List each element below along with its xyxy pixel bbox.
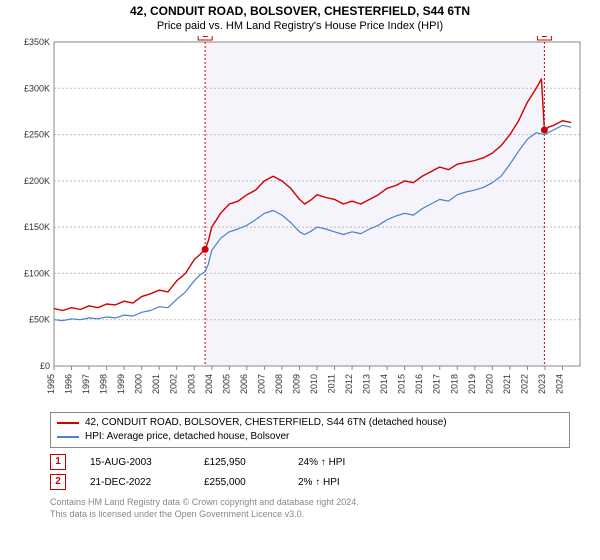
svg-text:£250K: £250K — [24, 130, 50, 140]
svg-text:2: 2 — [542, 36, 548, 40]
svg-text:2009: 2009 — [291, 374, 301, 394]
svg-text:2004: 2004 — [204, 374, 214, 394]
svg-text:2008: 2008 — [274, 374, 284, 394]
svg-text:2011: 2011 — [327, 374, 337, 393]
svg-text:2017: 2017 — [432, 374, 442, 394]
legend-label: HPI: Average price, detached house, Bols… — [85, 430, 289, 444]
marker-hpi: 24% ↑ HPI — [298, 457, 378, 468]
svg-text:2024: 2024 — [554, 374, 564, 394]
svg-text:£0: £0 — [40, 361, 50, 371]
svg-text:£200K: £200K — [24, 176, 50, 186]
svg-text:£350K: £350K — [24, 37, 50, 47]
svg-text:£50K: £50K — [29, 315, 50, 325]
svg-text:2006: 2006 — [239, 374, 249, 394]
svg-text:2005: 2005 — [221, 374, 231, 394]
svg-text:1998: 1998 — [99, 374, 109, 394]
legend-item: HPI: Average price, detached house, Bols… — [57, 430, 563, 444]
marker-date: 21-DEC-2022 — [90, 477, 180, 488]
svg-text:2016: 2016 — [414, 374, 424, 394]
license-line: This data is licensed under the Open Gov… — [50, 508, 570, 520]
svg-text:1996: 1996 — [64, 374, 74, 394]
svg-text:2013: 2013 — [362, 374, 372, 394]
marker-badge: 2 — [50, 474, 66, 490]
marker-price: £255,000 — [204, 477, 274, 488]
marker-table: 1 15-AUG-2003 £125,950 24% ↑ HPI 2 21-DEC-202… — [50, 452, 570, 492]
svg-text:2015: 2015 — [397, 374, 407, 394]
svg-text:1999: 1999 — [116, 374, 126, 394]
svg-text:1: 1 — [202, 36, 208, 40]
chart-title: 42, CONDUIT ROAD, BOLSOVER, CHESTERFIELD… — [0, 0, 600, 18]
svg-text:2000: 2000 — [134, 374, 144, 394]
marker-badge: 1 — [50, 454, 66, 470]
license-text: Contains HM Land Registry data © Crown c… — [50, 496, 570, 520]
legend-item: 42, CONDUIT ROAD, BOLSOVER, CHESTERFIELD… — [57, 416, 563, 430]
marker-price: £125,950 — [204, 457, 274, 468]
svg-text:1997: 1997 — [81, 374, 91, 394]
chart-area: £0 £50K £100K £150K £200K £250K £300K £350K 1995… — [10, 36, 590, 406]
svg-text:2021: 2021 — [502, 374, 512, 394]
line-chart: £0 £50K £100K £150K £200K £250K £300K £350K 1995… — [10, 36, 590, 406]
legend-swatch — [57, 422, 79, 424]
marker-row: 2 21-DEC-2022 £255,000 2% ↑ HPI — [50, 472, 570, 492]
svg-text:£100K: £100K — [24, 268, 50, 278]
svg-text:2018: 2018 — [449, 374, 459, 394]
legend-swatch — [57, 436, 79, 438]
svg-text:2014: 2014 — [379, 374, 389, 394]
legend-label: 42, CONDUIT ROAD, BOLSOVER, CHESTERFIELD… — [85, 416, 447, 430]
chart-subtitle: Price paid vs. HM Land Registry's House … — [0, 18, 600, 36]
license-line: Contains HM Land Registry data © Crown c… — [50, 496, 570, 508]
svg-text:2019: 2019 — [467, 374, 477, 394]
svg-text:1995: 1995 — [46, 374, 56, 394]
svg-text:£300K: £300K — [24, 83, 50, 93]
svg-text:2003: 2003 — [186, 374, 196, 394]
svg-text:2023: 2023 — [537, 374, 547, 394]
marker-hpi: 2% ↑ HPI — [298, 477, 378, 488]
marker-date: 15-AUG-2003 — [90, 457, 180, 468]
marker-row: 1 15-AUG-2003 £125,950 24% ↑ HPI — [50, 452, 570, 472]
svg-text:2020: 2020 — [484, 374, 494, 394]
legend: 42, CONDUIT ROAD, BOLSOVER, CHESTERFIELD… — [50, 412, 570, 448]
svg-text:2012: 2012 — [344, 374, 354, 394]
svg-text:2010: 2010 — [309, 374, 319, 394]
svg-text:2001: 2001 — [151, 374, 161, 394]
svg-text:£150K: £150K — [24, 222, 50, 232]
svg-text:2022: 2022 — [519, 374, 529, 394]
svg-text:2002: 2002 — [169, 374, 179, 394]
svg-text:2007: 2007 — [256, 374, 266, 394]
